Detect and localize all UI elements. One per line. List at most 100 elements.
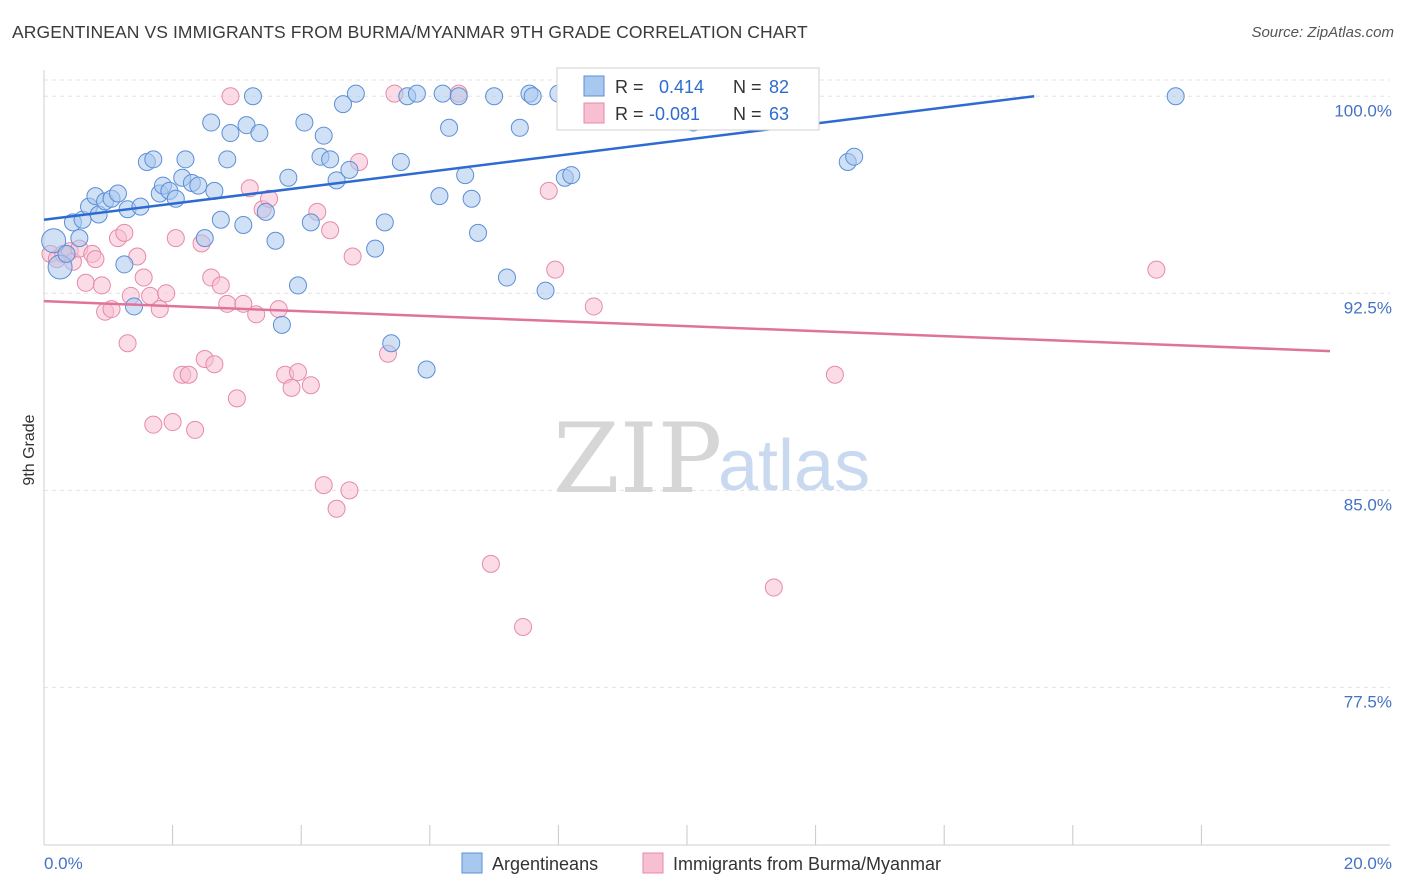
y-tick-label-3: 100.0% xyxy=(1334,101,1392,120)
point-argentineans-33 xyxy=(237,116,256,135)
point-burma-44 xyxy=(301,376,320,395)
point-argentineans-11 xyxy=(108,184,127,203)
point-argentineans-80 xyxy=(845,147,864,166)
point-argentineans-62 xyxy=(462,189,481,208)
point-burma-46 xyxy=(314,476,333,495)
point-burma-50 xyxy=(343,247,362,266)
point-burma-61 xyxy=(825,365,844,384)
point-argentineans-30 xyxy=(218,150,237,169)
point-burma-47 xyxy=(321,221,340,240)
point-argentineans-32 xyxy=(234,216,253,234)
y-tick-label-1: 85.0% xyxy=(1344,495,1392,514)
point-argentineans-58 xyxy=(433,84,452,103)
point-argentineans-55 xyxy=(407,84,426,103)
watermark-zip: ZIP xyxy=(553,403,722,515)
point-burma-58 xyxy=(546,260,565,279)
legend-r-label-1: R = xyxy=(615,77,644,97)
legend-r-value-1: 0.414 xyxy=(659,77,704,97)
point-argentineans-26 xyxy=(195,229,214,248)
trend-line-argentineans xyxy=(43,95,1035,221)
y-axis-label: 9th Grade xyxy=(21,414,38,485)
point-argentineans-66 xyxy=(510,118,529,137)
point-argentineans-63 xyxy=(469,223,488,242)
point-burma-62 xyxy=(1147,260,1166,279)
point-burma-30 xyxy=(205,355,224,374)
point-argentineans-41 xyxy=(295,113,314,132)
point-burma-23 xyxy=(166,229,185,248)
trend-lines xyxy=(43,95,1331,353)
point-burma-60 xyxy=(764,578,783,597)
point-argentineans-40 xyxy=(288,276,307,295)
point-burma-16 xyxy=(128,247,147,266)
axes xyxy=(43,70,1390,846)
point-argentineans-68 xyxy=(523,87,542,106)
point-argentineans-2 xyxy=(57,244,76,263)
point-argentineans-50 xyxy=(366,239,385,258)
point-argentineans-12 xyxy=(115,255,134,274)
point-argentineans-53 xyxy=(391,152,410,171)
point-argentineans-42 xyxy=(301,213,320,232)
point-burma-19 xyxy=(144,415,163,434)
watermark-atlas: atlas xyxy=(718,426,870,506)
series-legend: Argentineans Immigrants from Burma/Myanm… xyxy=(461,852,941,874)
series-burma-points xyxy=(41,84,1166,636)
point-argentineans-14 xyxy=(125,297,144,316)
point-burma-13 xyxy=(115,223,134,242)
legend-n-value-2: 63 xyxy=(769,104,789,124)
y-tick-label-0: 77.5% xyxy=(1344,692,1392,711)
bottom-legend-label-argentineans: Argentineans xyxy=(492,854,598,874)
point-burma-57 xyxy=(539,181,558,200)
point-argentineans-44 xyxy=(314,126,333,145)
legend-r-value-2: -0.081 xyxy=(649,104,700,124)
point-argentineans-57 xyxy=(430,187,449,206)
point-argentineans-65 xyxy=(497,268,516,287)
point-burma-14 xyxy=(118,334,137,353)
point-argentineans-0 xyxy=(41,228,67,254)
legend-r-label-2: R = xyxy=(615,104,644,124)
legend-n-label-1: N = xyxy=(733,77,762,97)
point-argentineans-39 xyxy=(279,168,298,187)
point-argentineans-60 xyxy=(449,87,468,106)
point-burma-33 xyxy=(221,87,240,106)
point-argentineans-48 xyxy=(340,160,359,179)
point-burma-25 xyxy=(179,365,198,384)
point-argentineans-4 xyxy=(70,229,89,248)
legend-swatch-blue xyxy=(583,75,605,97)
point-argentineans-23 xyxy=(176,150,195,169)
point-burma-17 xyxy=(134,268,153,287)
point-argentineans-25 xyxy=(189,176,208,195)
point-burma-48 xyxy=(327,499,346,518)
point-burma-6 xyxy=(76,273,95,292)
chart-title: ARGENTINEAN VS IMMIGRANTS FROM BURMA/MYA… xyxy=(12,22,808,42)
point-burma-43 xyxy=(288,363,307,382)
x-tick-label-0: 0.0% xyxy=(44,854,83,873)
point-burma-42 xyxy=(282,378,301,397)
bottom-legend-label-burma: Immigrants from Burma/Myanmar xyxy=(673,854,941,874)
point-argentineans-27 xyxy=(202,113,221,132)
point-argentineans-72 xyxy=(562,166,581,185)
point-burma-49 xyxy=(340,481,359,500)
point-burma-59 xyxy=(584,297,603,316)
point-burma-9 xyxy=(92,276,111,295)
point-burma-22 xyxy=(163,413,182,432)
point-burma-21 xyxy=(157,284,176,303)
point-argentineans-56 xyxy=(417,360,436,379)
y-tick-label-2: 92.5% xyxy=(1344,298,1392,317)
chart-source: Source: ZipAtlas.com xyxy=(1251,24,1394,41)
gridlines xyxy=(44,79,1390,688)
point-argentineans-35 xyxy=(250,124,269,143)
point-burma-31 xyxy=(211,276,230,295)
legend-n-label-2: N = xyxy=(733,104,762,124)
x-tick-labels: 0.0% 20.0% xyxy=(44,854,1392,873)
point-burma-34 xyxy=(227,389,246,408)
point-burma-56 xyxy=(514,617,533,636)
bottom-legend-swatch-pink xyxy=(642,852,664,874)
point-argentineans-69 xyxy=(536,281,555,300)
point-argentineans-45 xyxy=(321,150,340,169)
bottom-legend-swatch-blue xyxy=(461,852,483,874)
point-burma-55 xyxy=(481,554,500,573)
point-argentineans-36 xyxy=(256,202,275,221)
point-argentineans-47 xyxy=(333,95,352,114)
point-argentineans-52 xyxy=(382,334,401,353)
